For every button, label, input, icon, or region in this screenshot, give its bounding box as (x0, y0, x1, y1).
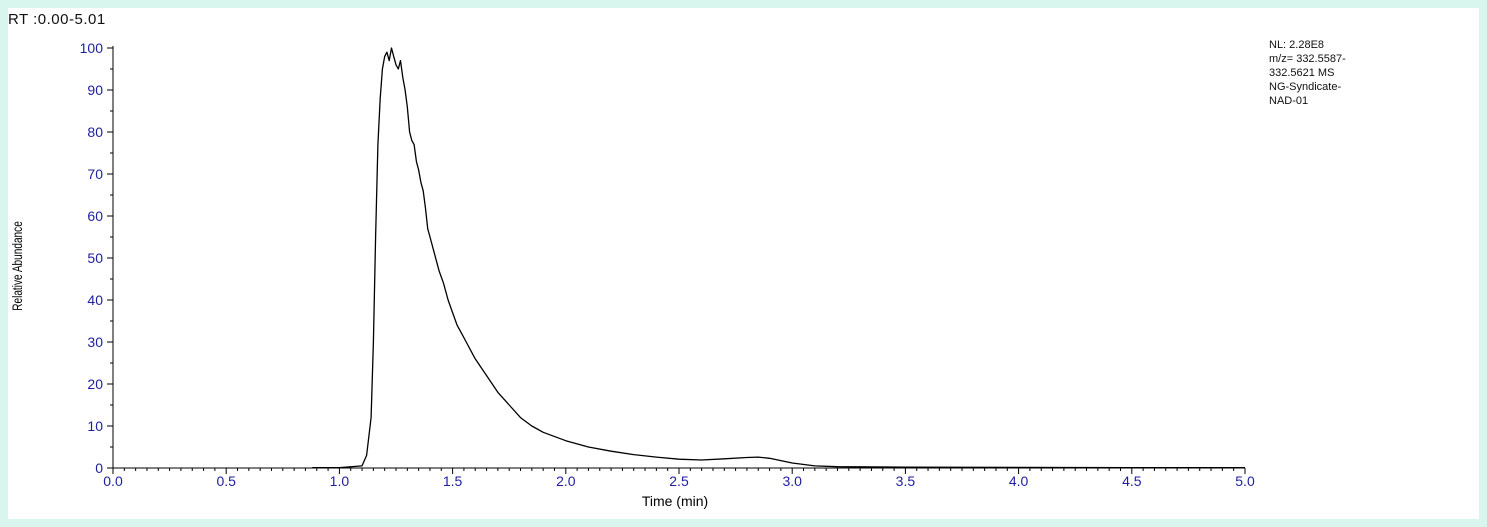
y-tick-label: 100 (80, 40, 104, 56)
axes-layer (112, 46, 1245, 469)
info-line-sample-name: NG-Syndicate- (1269, 81, 1342, 93)
x-tick-label: 2.5 (669, 473, 689, 489)
x-tick-label: 0.5 (216, 473, 236, 489)
y-tick-label: 40 (87, 292, 103, 308)
y-tick-label: 50 (87, 250, 103, 266)
x-tick-label: 3.0 (782, 473, 802, 489)
y-tick-label: 10 (87, 418, 103, 434)
x-tick-label: 1.5 (443, 473, 463, 489)
x-tick-label: 1.0 (330, 473, 350, 489)
scan-info-box: NL: 2.28E8 m/z= 332.5587- 332.5621 MS NG… (1269, 38, 1346, 108)
chromatogram-trace (312, 47, 1245, 469)
y-tick-label: 0 (95, 460, 103, 476)
x-tick-label: 4.0 (1009, 473, 1029, 489)
y-tick-label: 60 (87, 208, 103, 224)
y-axis-title: Relative Abundance (9, 221, 25, 311)
y-tick-label: 30 (87, 334, 103, 350)
rt-range-label: RT :0.00-5.01 (8, 11, 106, 28)
ticks-layer (107, 47, 1246, 474)
info-line-mz-end: 332.5621 MS (1269, 67, 1335, 79)
chromatogram-panel: RT :0.00-5.01 NL: 2.28E8 m/z= 332.5587- … (8, 8, 1479, 519)
info-line-sample-id: NAD-01 (1269, 95, 1309, 107)
x-axis-title: Time (min) (642, 493, 708, 509)
x-tick-label: 3.5 (896, 473, 916, 489)
chromatogram-chart: 0 10 20 30 40 50 60 70 80 90 100 0.0 0.5 1.0 1.5 2.0 2.5… (9, 40, 1255, 509)
x-tick-label: 0.0 (103, 473, 123, 489)
y-tick-label: 80 (87, 124, 103, 140)
x-tick-label: 2.0 (556, 473, 576, 489)
y-tick-label: 90 (87, 82, 103, 98)
x-tick-label: 4.5 (1122, 473, 1142, 489)
y-tick-label: 20 (87, 376, 103, 392)
info-line-normalization-level: NL: 2.28E8 (1269, 39, 1325, 51)
y-tick-label: 70 (87, 166, 103, 182)
info-line-mz-start: m/z= 332.5587- (1269, 53, 1346, 65)
x-tick-label: 5.0 (1235, 473, 1255, 489)
tick-labels-layer: 0 10 20 30 40 50 60 70 80 90 100 0.0 0.5 1.0 1.5 2.0 2.5… (80, 40, 1255, 489)
trace-layer (312, 47, 1245, 469)
